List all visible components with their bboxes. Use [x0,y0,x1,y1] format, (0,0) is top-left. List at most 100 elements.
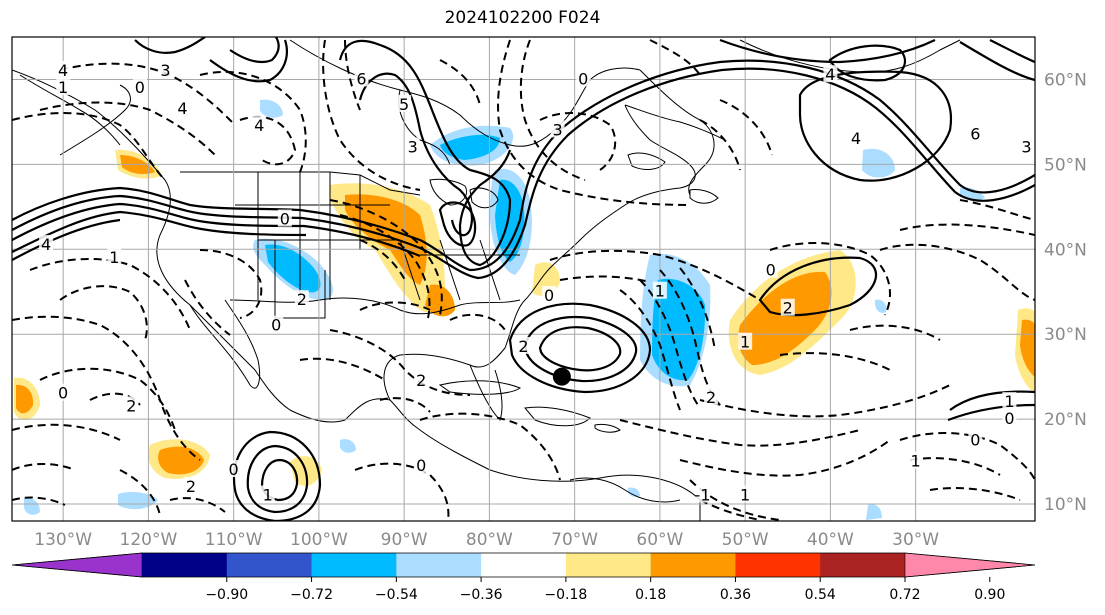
contour-label: 1 [740,486,750,505]
colorbar-segment [565,553,652,577]
contour-label: 1 [1004,392,1014,411]
contour-label: 0 [416,456,426,475]
lon-label: 110°W [205,530,263,550]
colorbar-segment [396,553,482,577]
contour-label-bg [414,370,429,388]
contour-label: 2 [416,371,426,390]
contour-label-bg [56,383,71,401]
contour-label-bg [848,128,863,146]
contours-solid [12,37,1035,521]
contour-label-bg [184,477,199,495]
contour-label-bg [39,235,54,253]
colorbar-segment [820,553,906,577]
contour-label-bg [414,455,429,473]
contour-label: 4 [41,235,51,254]
lat-label: 60°N [1044,70,1087,90]
lat-label: 10°N [1044,495,1087,515]
contour-label-bg [405,137,420,155]
colorbar-tick-label: −0.18 [544,587,587,603]
shading-positive [14,149,1035,486]
contour-label: 4 [254,116,264,135]
contour-label: 0 [544,286,554,305]
colorbar-segment [142,553,228,577]
contour-label-bg [294,290,309,308]
contour-label-bg [132,77,147,95]
contour-label: 1 [740,333,750,352]
contour-label-bg [260,485,275,503]
colorbar-tick-label: 0.18 [635,587,666,603]
contour-label: 0 [58,384,68,403]
contour-label-bg [576,69,591,87]
contour-label-bg [1002,392,1017,410]
contour-label: 3 [553,120,563,139]
contour-label: 0 [970,430,980,449]
contour-label-bg [652,281,667,299]
contour-label: 6 [356,69,366,88]
contour-label-bg [107,247,122,265]
contour-label-bg [354,69,369,87]
contour-label: 1 [263,486,273,505]
lon-label: 50°W [722,530,769,550]
contour-label-bg [542,285,557,303]
contour-label: 4 [58,61,68,80]
lat-label: 40°N [1044,240,1087,260]
colorbar-tick-label: 0.72 [889,587,920,603]
colorbar-segment [735,553,821,577]
contour-label: 2 [297,290,307,309]
latitude-labels: 10°N 20°N 30°N 40°N 50°N 60°N [1044,70,1087,515]
contour-label: 2 [186,477,196,496]
colorbar-segment [311,553,397,577]
contour-label: 4 [177,99,187,118]
contour-label: 3 [408,137,418,156]
colorbar-tick-label: 0.90 [974,587,1005,603]
colorbar-tick-label: 0.36 [720,587,751,603]
contour-label-bg [1002,409,1017,427]
contour-label: 0 [271,316,281,335]
contour-label: 4 [825,65,835,84]
contour-label-bg [124,396,139,414]
lon-label: 100°W [290,530,348,550]
lat-label: 50°N [1044,155,1087,175]
contour-label: 0 [578,69,588,88]
shading-negative [24,99,985,520]
colorbar-tick-label: −0.72 [290,587,333,603]
lon-label: 40°W [807,530,854,550]
coastlines [12,39,961,521]
lon-label: 30°W [892,530,939,550]
contour-label: 0 [135,78,145,97]
contour-label-bg [175,99,190,117]
contour-label-bg [56,60,71,78]
contour-label-bg [277,209,292,227]
storm-center-marker [552,367,571,386]
contour-label: -1 [695,486,711,505]
contour-label-bg [704,387,719,405]
colorbar-tick-label: −0.90 [205,587,248,603]
colorbar-tick-label: −0.36 [460,587,503,603]
contour-label: 2 [783,299,793,318]
contour-label: 4 [851,129,861,148]
contour-label: 3 [1021,137,1031,156]
graticule [12,37,1035,521]
contour-label-bg [908,451,923,469]
contour-label: 2 [126,396,136,415]
contour-label: 5 [399,95,409,114]
lon-label: 90°W [381,530,428,550]
contour-label: 2 [706,388,716,407]
colorbar-segment [650,553,736,577]
colorbar-outline [11,552,1036,578]
lon-label: 120°W [120,530,178,550]
contour-label-bg [780,298,795,316]
contour-label-bg [252,116,267,134]
lon-label: 130°W [34,530,92,550]
contour-label: 1 [655,282,665,301]
colorbar-tick-label: 0.54 [805,587,836,603]
contour-label: 3 [160,61,170,80]
contour-label-bg [269,315,284,333]
colorbar: −0.90 −0.72 −0.54 −0.36 −0.18 0.18 0.36 0.54 0.7… [11,552,1036,603]
colorbar-tick-label: −0.54 [375,587,418,603]
contour-label: 0 [1004,409,1014,428]
contour-label-bg [968,124,983,142]
lon-label: 70°W [551,530,598,550]
